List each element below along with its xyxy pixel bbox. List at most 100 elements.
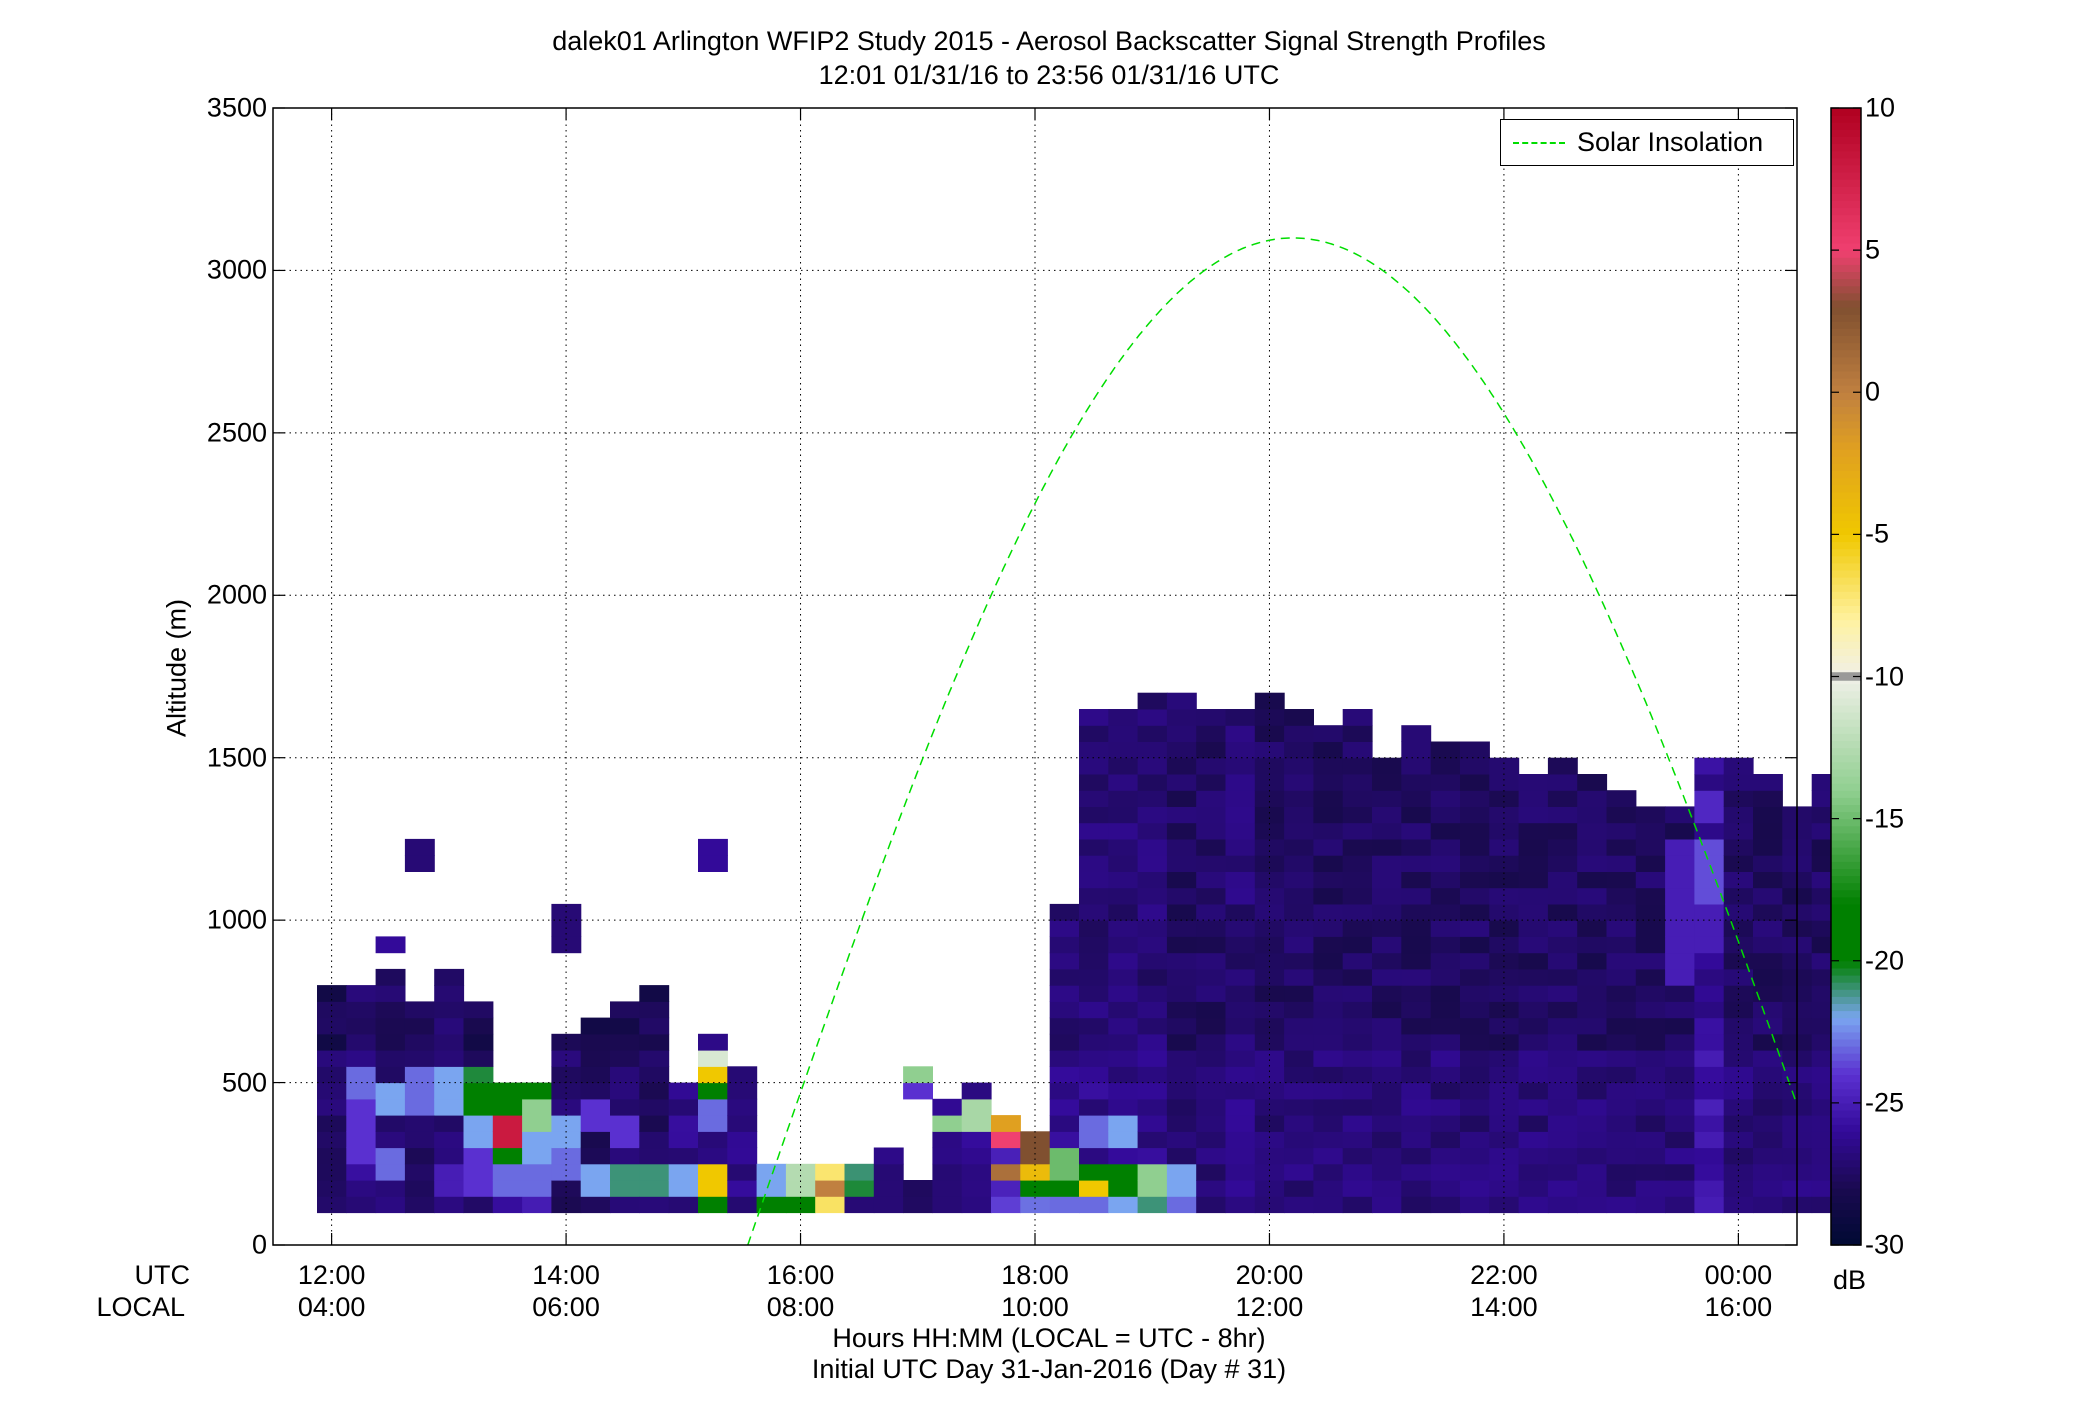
heatmap-cell	[1635, 1033, 1666, 1051]
heatmap-cell	[1489, 806, 1520, 824]
heatmap-cell	[639, 1001, 670, 1019]
x-tick-label-local: 12:00	[1235, 1292, 1304, 1322]
heatmap-cell	[317, 1163, 347, 1181]
heatmap-cell	[1254, 692, 1285, 710]
colorbar-segment	[1831, 612, 1861, 621]
heatmap-cell	[639, 1033, 670, 1051]
heatmap-cell	[1108, 806, 1139, 824]
heatmap-cell	[815, 1163, 846, 1181]
heatmap-cell	[1049, 1098, 1080, 1116]
heatmap-cell	[873, 1163, 904, 1181]
colorbar-segment	[1831, 108, 1861, 116]
heatmap-cell	[346, 1131, 377, 1149]
heatmap-cell	[727, 1180, 758, 1197]
colorbar-segment	[1831, 776, 1861, 784]
heatmap-cell	[1166, 1033, 1197, 1051]
heatmap-cell	[1108, 1147, 1139, 1165]
heatmap-cell	[580, 1163, 611, 1181]
heatmap-cell	[1635, 1131, 1666, 1149]
heatmap-cell	[1079, 741, 1109, 759]
heatmap-cell	[1547, 1147, 1578, 1165]
legend-dashed-line-icon	[1513, 142, 1565, 144]
colorbar-segment	[1831, 953, 1861, 962]
colorbar-segment	[1831, 967, 1861, 976]
heatmap-cell	[404, 1066, 435, 1084]
heatmap-cell	[1196, 1115, 1227, 1132]
heatmap-cell	[961, 1180, 992, 1197]
heatmap-cell	[1372, 1180, 1402, 1197]
heatmap-cell	[1518, 1082, 1549, 1100]
heatmap-cell	[1577, 1115, 1608, 1132]
colorbar-segment	[1831, 626, 1861, 635]
heatmap-cell	[551, 1163, 582, 1181]
heatmap-cell	[1430, 887, 1461, 905]
heatmap-cell	[1313, 838, 1344, 856]
heatmap-cell	[1020, 1196, 1051, 1214]
heatmap-cell	[1108, 968, 1139, 986]
colorbar-segment	[1831, 1195, 1861, 1203]
heatmap-cell	[1460, 1001, 1490, 1019]
heatmap-cell	[1166, 1017, 1197, 1035]
colorbar-segment	[1831, 271, 1861, 280]
colorbar-segment	[1831, 1173, 1861, 1182]
heatmap-cell	[1635, 1196, 1666, 1214]
x-tick-label-utc: 00:00	[1704, 1260, 1773, 1290]
colorbar-unit-label: dB	[1833, 1265, 1867, 1295]
heatmap-cell	[1401, 725, 1432, 742]
heatmap-cell	[551, 1066, 582, 1084]
y-tick-label: 0	[251, 1229, 267, 1260]
heatmap-cell	[1137, 952, 1168, 970]
heatmap-cell	[1460, 936, 1490, 954]
colorbar-segment	[1831, 406, 1861, 415]
colorbar-segment	[1831, 335, 1861, 344]
heatmap-cell	[1430, 838, 1461, 856]
heatmap-cell	[551, 1131, 582, 1149]
colorbar-segment	[1831, 1081, 1861, 1090]
heatmap-cell	[1577, 1098, 1608, 1116]
colorbar-tick-label: 10	[1865, 92, 1896, 123]
heatmap-cell	[1489, 1017, 1520, 1035]
heatmap-cell	[698, 855, 728, 872]
heatmap-cell	[1049, 903, 1080, 921]
heatmap-cell	[1401, 1082, 1432, 1100]
heatmap-cell	[1284, 952, 1314, 970]
heatmap-cell	[1606, 887, 1637, 905]
colorbar-segment	[1831, 854, 1861, 862]
heatmap-cell	[1460, 774, 1490, 791]
heatmap-cell	[1342, 709, 1373, 726]
heatmap-cell	[463, 1196, 494, 1214]
colorbar-segment	[1831, 129, 1861, 137]
heatmap-cell	[727, 1066, 758, 1084]
heatmap-cell	[1166, 903, 1197, 921]
heatmap-cell	[1079, 806, 1109, 824]
heatmap-cell	[1460, 822, 1490, 840]
heatmap-cell	[580, 1196, 611, 1214]
heatmap-cell	[1166, 985, 1197, 1002]
heatmap-cell	[1606, 936, 1637, 954]
colorbar-segment	[1831, 584, 1861, 592]
heatmap-cell	[434, 1001, 465, 1019]
heatmap-cell	[1606, 968, 1637, 986]
heatmap-cell	[1460, 1196, 1490, 1214]
heatmap-cell	[698, 1196, 728, 1214]
heatmap-cell	[1342, 774, 1373, 791]
heatmap-cell	[1753, 1001, 1783, 1019]
heatmap-cell	[317, 1147, 347, 1165]
colorbar-segment	[1831, 697, 1861, 706]
heatmap-cell	[1723, 1066, 1754, 1084]
heatmap-cell	[1313, 985, 1344, 1002]
heatmap-cell	[1196, 887, 1227, 905]
heatmap-cell	[1108, 1001, 1139, 1019]
heatmap-cell	[991, 1115, 1021, 1132]
heatmap-cell	[1196, 790, 1227, 807]
colorbar-segment	[1831, 1131, 1861, 1139]
colorbar-segment	[1831, 896, 1861, 905]
heatmap-cell	[1723, 1082, 1754, 1100]
heatmap-cell	[1518, 1147, 1549, 1165]
heatmap-cell	[1225, 1098, 1256, 1116]
heatmap-cell	[1166, 936, 1197, 954]
heatmap-cell	[463, 1033, 494, 1051]
heatmap-cell	[1401, 871, 1432, 889]
heatmap-cell	[1020, 1180, 1051, 1197]
legend-label: Solar Insolation	[1577, 127, 1764, 157]
